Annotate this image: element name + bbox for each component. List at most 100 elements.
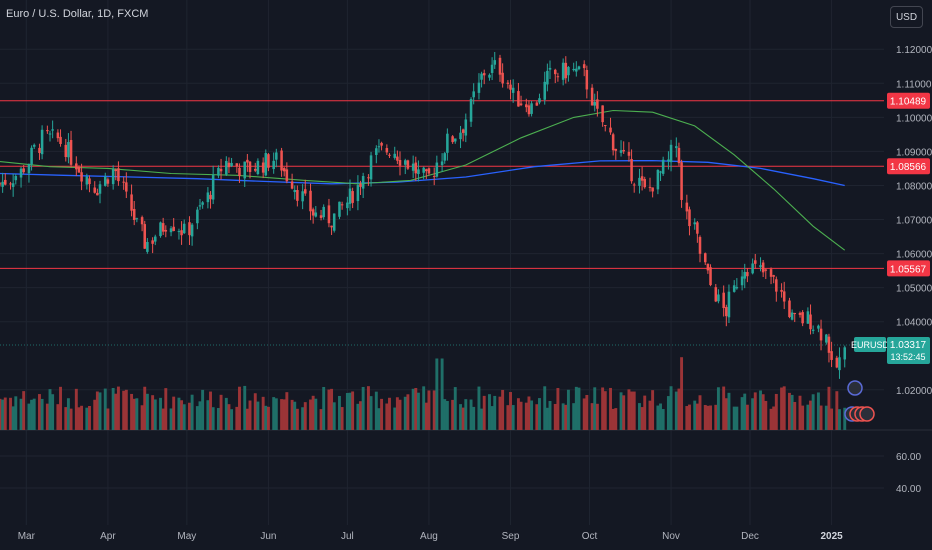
volume-bar	[124, 389, 128, 430]
y-tick-label: 1.05000	[896, 284, 932, 295]
currency-button[interactable]: USD	[890, 6, 923, 28]
candle-body	[753, 260, 757, 264]
volume-bar	[538, 398, 541, 430]
candle-body	[19, 168, 23, 178]
candle-body	[548, 67, 552, 70]
volume-bar	[669, 386, 673, 430]
volume-bar	[553, 403, 557, 430]
volume-bar	[311, 395, 315, 430]
volume-bar	[435, 358, 439, 430]
candle-body	[461, 129, 465, 133]
y-tick-label: 1.10000	[896, 113, 932, 124]
horizontal-levels[interactable]	[0, 100, 884, 346]
candle-body	[301, 191, 304, 202]
candle-body	[630, 158, 633, 182]
volume-bar	[688, 404, 691, 430]
volume-bar	[177, 397, 181, 430]
candle-body	[535, 102, 539, 106]
volume-bar	[706, 405, 710, 430]
volume-bar	[403, 396, 407, 430]
event-markers[interactable]	[844, 380, 875, 422]
candle-body	[843, 347, 847, 360]
candle-body	[377, 146, 381, 148]
volume-bar	[772, 406, 776, 430]
candle-body	[656, 169, 660, 190]
candle-body	[459, 132, 462, 140]
y-tick-label: 1.02000	[896, 386, 932, 397]
candle-body	[348, 188, 352, 204]
volume-bar	[703, 404, 707, 430]
event-marker-icon[interactable]	[859, 406, 875, 422]
candle-body	[22, 168, 25, 173]
candle-body	[9, 183, 12, 185]
candle-body	[538, 98, 541, 103]
volume-bar	[472, 406, 476, 430]
candle-body	[248, 161, 252, 172]
volume-bar	[188, 402, 191, 430]
candle-body	[209, 194, 212, 200]
volume-bar	[180, 400, 184, 430]
volume-bar	[114, 393, 118, 430]
volume-bar	[395, 397, 399, 430]
volume-bar	[172, 396, 176, 430]
volume-bar	[611, 408, 615, 430]
volume-bar	[351, 391, 355, 430]
volume-bar	[332, 402, 336, 430]
candle-body	[11, 183, 15, 187]
candle-body	[561, 62, 565, 80]
volume-bar	[330, 388, 334, 430]
candle-body	[396, 156, 399, 161]
x-tick-label: May	[177, 531, 196, 542]
candle-body	[727, 291, 731, 318]
volume-bar	[659, 403, 662, 430]
candle-body	[751, 263, 754, 274]
candle-body	[77, 167, 81, 173]
volume-bar	[809, 400, 812, 430]
candle-body	[582, 64, 586, 69]
volume-bar	[48, 389, 52, 430]
volume-bar	[98, 392, 102, 430]
volume-bar	[398, 399, 402, 430]
volume-bar	[111, 387, 115, 430]
candle-body	[743, 271, 747, 279]
candle-body	[732, 285, 736, 292]
volume-bar	[743, 393, 747, 430]
candle-body	[322, 206, 325, 218]
candle-body	[675, 146, 678, 149]
candle-body	[482, 73, 486, 76]
candle-body	[603, 125, 607, 127]
volume-bar	[740, 397, 744, 430]
candle-body	[446, 133, 449, 153]
candle-body	[3, 179, 7, 185]
volume-bar	[482, 395, 486, 430]
candle-body	[38, 147, 41, 153]
candle-body	[627, 151, 631, 156]
volume-bar	[843, 407, 847, 430]
volume-bar	[566, 389, 570, 430]
candle-body	[472, 91, 475, 98]
volume-bar	[261, 396, 265, 430]
volume-bar	[340, 407, 344, 430]
candle-body	[122, 181, 125, 183]
volume-bar	[535, 404, 539, 430]
volume-bar	[106, 408, 110, 430]
candle-body	[267, 154, 270, 168]
candle-body	[669, 144, 673, 163]
volume-bar	[201, 389, 205, 430]
event-marker-icon[interactable]	[847, 380, 863, 396]
candle-body	[75, 163, 78, 170]
volume-bar	[722, 386, 726, 430]
volume-bar	[609, 387, 612, 430]
volume-bar	[164, 388, 168, 430]
volume-bar	[527, 396, 531, 430]
volume-bar	[88, 406, 91, 430]
volume-bar	[66, 398, 70, 430]
volume-bar	[677, 388, 681, 430]
volume-bar	[695, 403, 699, 430]
candle-body	[330, 225, 333, 228]
candle-body	[819, 328, 823, 341]
volume-bar	[224, 397, 228, 430]
candle-body	[811, 329, 815, 331]
